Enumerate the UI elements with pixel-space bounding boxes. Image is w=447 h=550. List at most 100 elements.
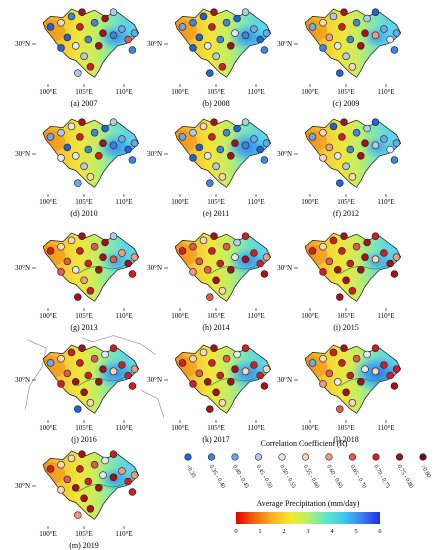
colorbar-tick: 0 <box>234 528 237 535</box>
station-marker <box>319 18 327 27</box>
precipitation-legend-title: Average Precipitation (mm/day) <box>257 499 360 508</box>
station-marker <box>241 367 250 376</box>
lon-label: 105°E <box>75 198 93 206</box>
legend-swatch <box>184 453 192 461</box>
station-marker <box>128 156 137 164</box>
station-marker <box>109 367 118 376</box>
station-marker <box>348 399 357 407</box>
station-marker <box>124 259 132 268</box>
station-marker <box>346 145 355 154</box>
lon-label: 100°E <box>39 198 57 206</box>
station-marker <box>84 371 93 380</box>
panel-caption: (f) 2012 <box>333 209 359 218</box>
station-marker <box>67 236 76 245</box>
station-marker <box>80 388 88 397</box>
lon-label: 100°E <box>301 198 319 206</box>
legend-class-label: 0.75 - 0.80 <box>396 464 414 490</box>
station-marker <box>71 484 80 492</box>
station-marker <box>210 344 218 352</box>
legend-swatch <box>231 453 239 461</box>
station-marker <box>128 382 137 390</box>
station-marker <box>212 388 220 397</box>
station-marker <box>74 179 82 187</box>
station-marker <box>319 268 327 276</box>
station-marker <box>333 378 342 386</box>
map-panel-m: 30°N 100°E 105°E 110°E (m) 2019 <box>15 450 140 550</box>
station-marker <box>99 253 107 261</box>
station-marker <box>216 371 225 380</box>
station-marker <box>76 23 84 31</box>
lon-label: 100°E <box>301 312 319 320</box>
panel-caption: (c) 2009 <box>333 99 360 108</box>
lat-label: 30°N <box>277 376 292 384</box>
lon-label: 105°E <box>207 198 225 206</box>
station-marker <box>99 471 107 479</box>
legend-class-label: <0.35 <box>184 464 196 479</box>
station-marker <box>109 473 118 482</box>
station-marker <box>386 145 394 154</box>
station-marker <box>241 31 250 40</box>
station-marker <box>63 475 72 484</box>
station-marker <box>78 450 86 458</box>
lon-label: 110°E <box>377 88 394 96</box>
station-marker <box>390 270 399 278</box>
station-marker <box>178 359 187 367</box>
lon-label: 110°E <box>247 312 264 320</box>
station-marker <box>63 33 72 42</box>
station-marker <box>342 52 350 61</box>
station-marker <box>218 399 227 407</box>
panel-caption: (j) 2016 <box>71 435 97 444</box>
lon-label: 100°E <box>171 312 189 320</box>
station-marker <box>361 253 369 261</box>
station-marker <box>371 141 380 150</box>
panel-caption: (k) 2017 <box>202 435 229 444</box>
map-panel-k: 30°N 100°E 105°E 110°E (k) 2017 <box>147 344 272 444</box>
station-marker <box>380 361 388 369</box>
station-marker <box>231 29 239 37</box>
station-marker <box>392 139 401 147</box>
station-marker <box>329 12 338 21</box>
station-marker <box>250 249 258 257</box>
station-marker <box>67 348 76 357</box>
lon-label: 105°E <box>75 530 93 538</box>
station-marker <box>338 359 346 367</box>
river-line <box>77 261 131 275</box>
station-marker <box>199 236 208 245</box>
station-marker <box>118 361 126 369</box>
station-marker <box>130 29 139 37</box>
station-marker <box>319 380 327 388</box>
station-marker <box>78 232 86 240</box>
station-marker <box>371 367 380 376</box>
station-marker <box>262 29 271 37</box>
map-panel-l: 30°N 100°E 105°E 110°E (l) 2018 <box>277 344 402 444</box>
station-marker <box>189 354 197 363</box>
station-marker <box>80 494 88 503</box>
station-marker <box>84 35 93 44</box>
station-marker <box>216 35 225 44</box>
station-marker <box>352 354 361 363</box>
station-marker <box>67 12 76 21</box>
station-marker <box>195 369 204 378</box>
station-marker <box>99 139 107 147</box>
station-marker <box>178 23 187 31</box>
station-marker <box>74 405 82 413</box>
station-marker <box>118 467 126 475</box>
lat-label: 30°N <box>277 40 292 48</box>
station-marker <box>231 139 239 147</box>
station-marker <box>308 133 317 141</box>
station-marker <box>233 14 241 23</box>
station-marker <box>118 135 126 143</box>
station-marker <box>260 156 269 164</box>
station-marker <box>241 232 250 240</box>
station-marker <box>342 276 350 285</box>
station-marker <box>216 145 225 154</box>
station-marker <box>109 232 118 240</box>
station-marker <box>101 124 109 133</box>
legend-class-label: >0.80 <box>419 464 431 479</box>
map-panels: 30°N 100°E 105°E 110°E (a) 2007 30°N 100°E 105°… <box>15 8 402 550</box>
station-marker <box>95 266 103 274</box>
station-marker <box>74 69 82 77</box>
station-marker <box>67 454 76 463</box>
station-marker <box>371 8 380 16</box>
station-marker <box>212 52 220 61</box>
